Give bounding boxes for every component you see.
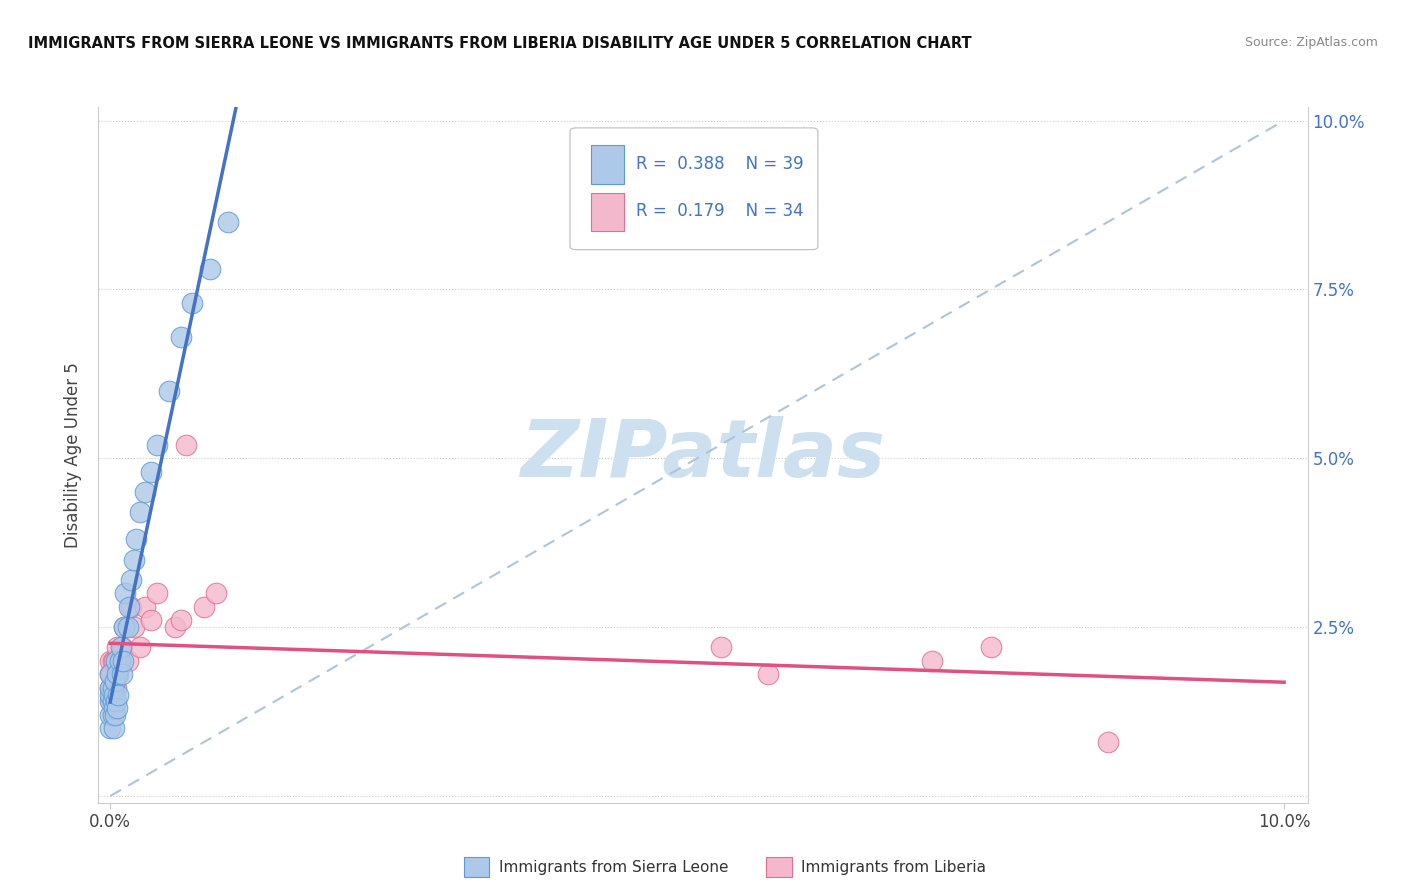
Point bbox=[125, 533, 148, 547]
Point bbox=[122, 620, 145, 634]
Point bbox=[217, 215, 239, 229]
Bar bbox=[591, 193, 624, 231]
Point bbox=[105, 694, 128, 708]
Point bbox=[103, 688, 125, 702]
Point bbox=[98, 681, 121, 695]
Point bbox=[128, 505, 150, 519]
Point bbox=[105, 640, 128, 655]
Point bbox=[111, 667, 134, 681]
Point bbox=[134, 485, 156, 500]
Point bbox=[101, 654, 124, 668]
Point bbox=[114, 586, 136, 600]
Point bbox=[193, 599, 215, 614]
Point bbox=[105, 654, 128, 668]
Point bbox=[120, 599, 142, 614]
Point bbox=[103, 722, 125, 736]
Point bbox=[103, 701, 125, 715]
Point bbox=[98, 667, 121, 681]
Point bbox=[141, 465, 163, 479]
Point bbox=[101, 694, 124, 708]
Point bbox=[128, 640, 150, 655]
Point bbox=[756, 667, 779, 681]
Point bbox=[103, 688, 125, 702]
Point bbox=[198, 262, 221, 277]
Point bbox=[105, 701, 128, 715]
Text: Immigrants from Sierra Leone: Immigrants from Sierra Leone bbox=[499, 860, 728, 874]
Point bbox=[104, 674, 127, 689]
Point bbox=[204, 586, 226, 600]
Point bbox=[112, 620, 135, 634]
Point bbox=[98, 688, 121, 702]
Y-axis label: Disability Age Under 5: Disability Age Under 5 bbox=[65, 362, 83, 548]
Point bbox=[107, 667, 129, 681]
Point bbox=[108, 654, 131, 668]
Point bbox=[100, 667, 122, 681]
Text: Source: ZipAtlas.com: Source: ZipAtlas.com bbox=[1244, 36, 1378, 49]
Text: IMMIGRANTS FROM SIERRA LEONE VS IMMIGRANTS FROM LIBERIA DISABILITY AGE UNDER 5 C: IMMIGRANTS FROM SIERRA LEONE VS IMMIGRAN… bbox=[28, 36, 972, 51]
Point bbox=[105, 654, 128, 668]
Text: R =  0.388    N = 39: R = 0.388 N = 39 bbox=[637, 155, 804, 173]
Point bbox=[921, 654, 943, 668]
Point bbox=[110, 640, 132, 655]
FancyBboxPatch shape bbox=[569, 128, 818, 250]
Point bbox=[169, 329, 191, 343]
Point bbox=[122, 552, 145, 566]
Point bbox=[146, 438, 169, 452]
Bar bbox=[591, 145, 624, 184]
Point bbox=[980, 640, 1002, 655]
Point bbox=[112, 620, 135, 634]
Point bbox=[103, 654, 125, 668]
Point bbox=[105, 681, 128, 695]
Point bbox=[98, 694, 121, 708]
Point bbox=[169, 614, 191, 628]
Point bbox=[141, 614, 163, 628]
Point bbox=[98, 708, 121, 723]
Point bbox=[176, 438, 198, 452]
Point bbox=[134, 599, 156, 614]
Point bbox=[101, 688, 124, 702]
Point bbox=[117, 620, 139, 634]
Point bbox=[117, 654, 139, 668]
Text: R =  0.179    N = 34: R = 0.179 N = 34 bbox=[637, 202, 804, 220]
Text: ZIPatlas: ZIPatlas bbox=[520, 416, 886, 494]
Point bbox=[100, 694, 122, 708]
Point bbox=[98, 722, 121, 736]
Point bbox=[118, 599, 141, 614]
Point bbox=[107, 688, 129, 702]
Point bbox=[111, 640, 134, 655]
Point bbox=[101, 681, 124, 695]
Point bbox=[1097, 735, 1119, 749]
Point bbox=[98, 667, 121, 681]
Point bbox=[157, 384, 180, 398]
Point bbox=[108, 654, 131, 668]
Point bbox=[163, 620, 186, 634]
Point bbox=[104, 708, 127, 723]
Point bbox=[98, 654, 121, 668]
Point bbox=[105, 667, 128, 681]
Point bbox=[101, 708, 124, 723]
Point bbox=[710, 640, 733, 655]
Point bbox=[98, 681, 121, 695]
Point bbox=[146, 586, 169, 600]
Text: Immigrants from Liberia: Immigrants from Liberia bbox=[801, 860, 987, 874]
Point bbox=[120, 573, 142, 587]
Point bbox=[181, 296, 204, 310]
Point bbox=[104, 674, 127, 689]
Point bbox=[112, 654, 135, 668]
